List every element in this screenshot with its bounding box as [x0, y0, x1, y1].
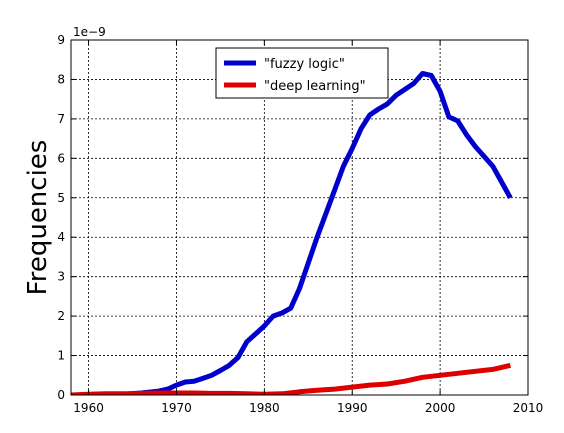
y-tick-label: 6	[57, 151, 65, 165]
x-tick-label: 2000	[425, 401, 456, 415]
x-tick-label: 1990	[337, 401, 368, 415]
x-tick-label: 1970	[161, 401, 192, 415]
y-tick-label: 4	[57, 230, 65, 244]
y-axis-label: Frequencies	[23, 140, 53, 296]
legend-entry: "fuzzy logic"	[264, 57, 345, 72]
y-tick-label: 3	[57, 270, 65, 284]
y-offset-label: 1e−9	[73, 25, 106, 39]
y-tick-label: 1	[57, 349, 65, 363]
axes-frame	[70, 39, 529, 396]
legend-box	[215, 47, 389, 99]
y-tick-label: 7	[57, 112, 65, 126]
x-tick-label: 2010	[513, 401, 544, 415]
x-tick-label: 1960	[73, 401, 104, 415]
axis-ticks: 1960 1970 1980 1990 2000 2010 0 1 2 3 4 5 6 7 8 9	[57, 33, 543, 415]
series-line-1	[71, 362, 511, 395]
series-lines	[71, 71, 513, 395]
y-tick-label: 0	[57, 388, 65, 402]
x-tick-label: 1980	[249, 401, 280, 415]
y-tick-label: 8	[57, 72, 65, 86]
y-tick-label: 9	[57, 33, 65, 47]
legend-entry: "deep learning"	[264, 79, 366, 94]
y-tick-label: 2	[57, 309, 65, 323]
y-tick-label: 5	[57, 191, 65, 205]
series-line-0	[71, 71, 513, 395]
legend: "fuzzy logic" "deep learning"	[215, 47, 389, 99]
